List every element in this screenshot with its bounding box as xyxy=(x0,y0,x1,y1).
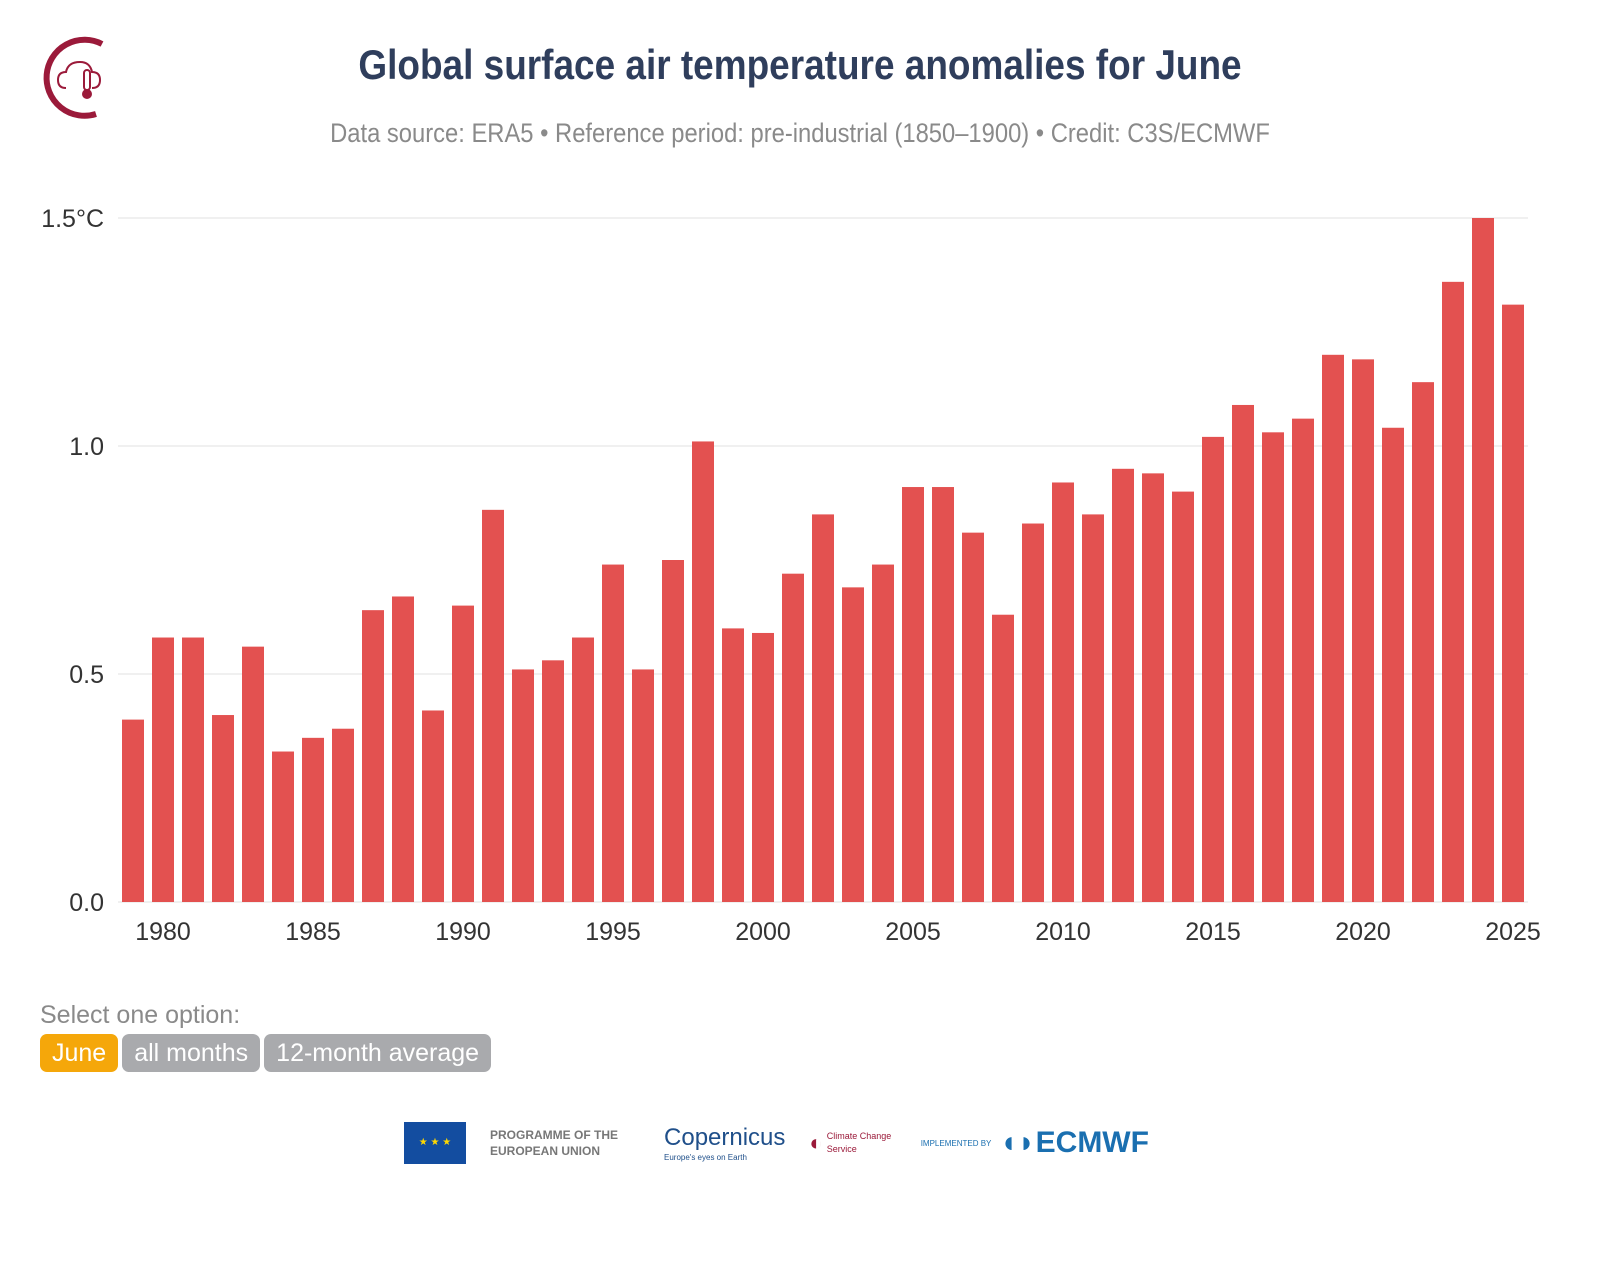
option-all-months-button[interactable]: all months xyxy=(122,1034,261,1072)
bar-2013 xyxy=(1142,473,1164,902)
chart-title: Global surface air temperature anomalies… xyxy=(358,41,1242,88)
x-tick-label: 2010 xyxy=(1035,918,1091,946)
c3s-logo xyxy=(36,36,116,125)
bar-2025 xyxy=(1502,304,1524,902)
bar-2003 xyxy=(842,587,864,902)
copernicus-logo: Copernicus Europe's eyes on Earth xyxy=(664,1123,786,1162)
bar-1996 xyxy=(632,669,654,902)
bar-2002 xyxy=(812,514,834,902)
bar-1998 xyxy=(692,441,714,902)
bar-1994 xyxy=(572,637,594,902)
chart-subtitle: Data source: ERA5 • Reference period: pr… xyxy=(330,118,1270,148)
bar-2009 xyxy=(1022,523,1044,902)
bar-2017 xyxy=(1262,432,1284,902)
bar-1993 xyxy=(542,660,564,902)
bar-1988 xyxy=(392,596,414,902)
bar-2019 xyxy=(1322,354,1344,902)
x-tick-label: 2020 xyxy=(1335,918,1391,946)
bar-2022 xyxy=(1412,382,1434,902)
bar-2014 xyxy=(1172,491,1194,902)
c3s-footer-logo: ◐ Climate Change Service xyxy=(809,1130,892,1155)
bar-1992 xyxy=(512,669,534,902)
bar-1990 xyxy=(452,605,474,902)
bar-2001 xyxy=(782,573,804,902)
bar-1991 xyxy=(482,509,504,902)
bar-2005 xyxy=(902,487,924,902)
x-tick-label: 1980 xyxy=(135,918,191,946)
x-tick-label: 2005 xyxy=(885,918,941,946)
y-tick-label: 1.0 xyxy=(69,433,104,461)
bar-2004 xyxy=(872,564,894,902)
y-tick-label: 0.5 xyxy=(69,661,104,689)
x-tick-label: 2000 xyxy=(735,918,791,946)
bar-1997 xyxy=(662,560,684,902)
bar-1981 xyxy=(182,637,204,902)
x-tick-label: 1995 xyxy=(585,918,641,946)
x-tick-label: 2015 xyxy=(1185,918,1241,946)
bar-1982 xyxy=(212,715,234,902)
bar-2000 xyxy=(752,632,774,902)
option-june-button[interactable]: June xyxy=(40,1034,119,1072)
bar-2020 xyxy=(1352,359,1374,902)
y-tick-label: 1.5°C xyxy=(41,205,104,233)
bar-2008 xyxy=(992,614,1014,902)
option-12-month-average-button[interactable]: 12-month average xyxy=(264,1034,492,1072)
bar-1986 xyxy=(332,728,354,902)
bar-2012 xyxy=(1112,468,1134,902)
bar-2016 xyxy=(1232,404,1254,902)
x-tick-label: 1990 xyxy=(435,918,491,946)
bar-1980 xyxy=(152,637,174,902)
bar-chart: 0.0 0.5 1.0 1.5°C 1980 1985 1990 1995 2000 2005 20… xyxy=(41,205,1541,946)
bar-1989 xyxy=(422,710,444,902)
bar-1984 xyxy=(272,751,294,902)
bar-2021 xyxy=(1382,427,1404,902)
bar-2007 xyxy=(962,532,984,902)
bar-2006 xyxy=(932,487,954,902)
y-tick-label: 0.0 xyxy=(69,889,104,917)
bar-1983 xyxy=(242,646,264,902)
bar-2015 xyxy=(1202,436,1224,902)
bar-2011 xyxy=(1082,514,1104,902)
bar-1985 xyxy=(302,737,324,902)
x-tick-label: 2025 xyxy=(1485,918,1541,946)
eu-flag-icon: ★ ★ ★ xyxy=(404,1122,466,1164)
c3s-mark-icon: ◐ xyxy=(809,1130,823,1155)
bar-2024 xyxy=(1472,218,1494,902)
bar-1979 xyxy=(122,719,144,902)
x-tick-label: 1985 xyxy=(285,918,341,946)
bar-2010 xyxy=(1052,482,1074,902)
option-selector: Select one option: June all months 12-mont… xyxy=(40,1000,495,1072)
bar-1987 xyxy=(362,610,384,902)
bar-1999 xyxy=(722,628,744,902)
eu-programme-text: PROGRAMME OF THE EUROPEAN UNION xyxy=(490,1128,618,1158)
bar-2018 xyxy=(1292,418,1314,902)
footer-logos: ★ ★ ★ PROGRAMME OF THE EUROPEAN UNION Co… xyxy=(404,1122,1149,1164)
bar-1995 xyxy=(602,564,624,902)
ecmwf-logo: IMPLEMENTED BY ◖◗ECMWF xyxy=(920,1126,1149,1159)
option-label: Select one option: xyxy=(40,1001,241,1029)
bar-2023 xyxy=(1442,281,1464,903)
